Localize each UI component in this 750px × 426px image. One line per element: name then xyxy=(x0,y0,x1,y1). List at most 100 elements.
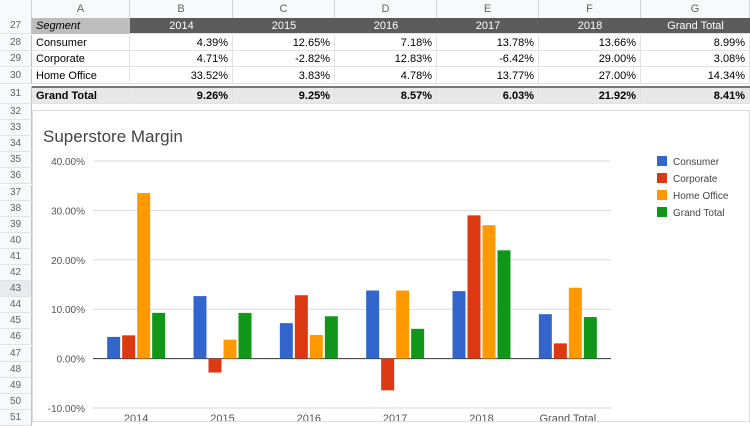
total-cell-2014[interactable]: 9.26% xyxy=(130,88,233,104)
cell-2018[interactable]: 13.66% xyxy=(539,35,641,51)
header-cell-2016[interactable]: 2016 xyxy=(373,20,399,32)
bar-corporate-2018[interactable] xyxy=(467,215,481,359)
total-cell-2015[interactable]: 9.25% xyxy=(233,88,335,104)
row-header-46[interactable]: 46 xyxy=(0,329,32,346)
row-header-42[interactable]: 42 xyxy=(0,265,32,281)
bar-corporate-grand-total[interactable] xyxy=(553,343,567,359)
cell-2016[interactable]: 7.18% xyxy=(335,35,437,51)
select-all-corner[interactable] xyxy=(0,0,32,18)
row-header-50[interactable]: 50 xyxy=(0,393,32,410)
row-header-38[interactable]: 38 xyxy=(0,200,32,217)
row-header-41[interactable]: 41 xyxy=(0,248,32,265)
row-header-31[interactable]: 31 xyxy=(0,86,32,104)
bar-corporate-2014[interactable] xyxy=(122,335,136,359)
bar-consumer-grand-total[interactable] xyxy=(538,314,552,359)
row-header-35[interactable]: 35 xyxy=(0,152,32,169)
row-header-39[interactable]: 39 xyxy=(0,216,32,233)
row-header-34[interactable]: 34 xyxy=(0,136,32,153)
cell-grand-total[interactable]: 14.34% xyxy=(641,68,750,84)
total-cell-grand-total[interactable]: 8.41% xyxy=(641,88,750,104)
cell-2014[interactable]: 4.39% xyxy=(130,35,233,51)
cell-grand-total[interactable]: 3.08% xyxy=(641,51,750,67)
cell-2018[interactable]: 27.00% xyxy=(539,68,641,84)
header-cell-2015[interactable]: 2015 xyxy=(271,20,297,32)
row-header-28[interactable]: 28 xyxy=(0,35,32,51)
row-header-47[interactable]: 47 xyxy=(0,345,32,362)
bar-grand-total-2018[interactable] xyxy=(497,250,511,359)
chart-container[interactable]: Superstore Margin 40.00% 30.00% 20.00% 10.0… xyxy=(32,110,750,425)
header-cell-2014[interactable]: 2014 xyxy=(169,20,194,32)
header-cell-2018[interactable]: 2018 xyxy=(577,20,603,32)
column-header-a[interactable]: A xyxy=(32,0,130,18)
bar-home-office-2014[interactable] xyxy=(137,193,151,359)
y-tick-label: 20.00% xyxy=(51,256,85,267)
bar-grand-total-2017[interactable] xyxy=(411,328,425,359)
column-header-g[interactable]: G xyxy=(641,0,750,18)
column-header-c[interactable]: C xyxy=(233,0,335,18)
legend-entry[interactable]: Home Office xyxy=(673,191,729,202)
cell-2015[interactable]: 3.83% xyxy=(233,68,335,84)
legend-entry[interactable]: Corporate xyxy=(673,174,718,185)
row-header-36[interactable]: 36 xyxy=(0,168,32,185)
cell-2018[interactable]: 29.00% xyxy=(539,51,641,67)
cell-2015[interactable]: 12.65% xyxy=(233,35,335,51)
cell-2017[interactable]: 13.78% xyxy=(437,35,539,51)
row-header-44[interactable]: 44 xyxy=(0,297,32,314)
cell-grand-total[interactable]: 8.99% xyxy=(641,35,750,51)
cell-2015[interactable]: -2.82% xyxy=(233,51,335,67)
cell-segment[interactable]: Consumer xyxy=(32,35,130,51)
total-cell-label[interactable]: Grand Total xyxy=(32,88,130,104)
bar-grand-total-grand-total[interactable] xyxy=(583,317,597,359)
total-cell-2017[interactable]: 6.03% xyxy=(437,88,539,104)
cell-2014[interactable]: 33.52% xyxy=(130,68,233,84)
bar-consumer-2015[interactable] xyxy=(193,296,207,359)
bar-consumer-2017[interactable] xyxy=(366,290,380,359)
row-header-43[interactable]: 43 xyxy=(0,281,32,298)
cell-2017[interactable]: 13.77% xyxy=(437,68,539,84)
cell-2014[interactable]: 4.71% xyxy=(130,51,233,67)
legend-entry[interactable]: Grand Total xyxy=(673,208,725,219)
row-header-33[interactable]: 33 xyxy=(0,120,32,137)
cell-2016[interactable]: 4.78% xyxy=(335,68,437,84)
cell-segment[interactable]: Home Office xyxy=(32,68,130,84)
total-cell-2016[interactable]: 8.57% xyxy=(335,88,437,104)
column-header-f[interactable]: F xyxy=(539,0,641,18)
bar-consumer-2014[interactable] xyxy=(107,336,121,359)
row-header-37[interactable]: 37 xyxy=(0,184,32,201)
header-cell-segment[interactable]: Segment xyxy=(32,18,130,34)
bar-home-office-2018[interactable] xyxy=(482,225,496,359)
bar-consumer-2018[interactable] xyxy=(452,291,466,359)
total-cell-2018[interactable]: 21.92% xyxy=(539,88,641,104)
row-header-51[interactable]: 51 xyxy=(0,409,32,426)
bar-home-office-grand-total[interactable] xyxy=(568,287,582,359)
cell-2017[interactable]: -6.42% xyxy=(437,51,539,67)
bar-home-office-2015[interactable] xyxy=(223,339,237,359)
bar-corporate-2015[interactable] xyxy=(208,358,222,373)
row-header-49[interactable]: 49 xyxy=(0,377,32,394)
legend-entry[interactable]: Consumer xyxy=(673,157,720,168)
bar-grand-total-2016[interactable] xyxy=(324,316,338,359)
row-header-40[interactable]: 40 xyxy=(0,232,32,249)
bar-grand-total-2015[interactable] xyxy=(238,312,252,359)
row-header-29[interactable]: 29 xyxy=(0,51,32,67)
header-cell-2017[interactable]: 2017 xyxy=(475,20,501,32)
row-header-48[interactable]: 48 xyxy=(0,361,32,378)
header-cell-grand-total[interactable]: Grand Total xyxy=(667,20,724,32)
row-header-32[interactable]: 32 xyxy=(0,104,32,120)
bar-consumer-2016[interactable] xyxy=(279,323,293,359)
row-header-45[interactable]: 45 xyxy=(0,313,32,330)
bar-grand-total-2014[interactable] xyxy=(152,312,166,359)
table-row: Home Office 33.52% 3.83% 4.78% 13.77% 27.00% 1… xyxy=(32,68,750,84)
bar-corporate-2016[interactable] xyxy=(294,295,308,359)
column-header-b[interactable]: B xyxy=(130,0,233,18)
bar-corporate-2017[interactable] xyxy=(381,358,395,391)
cell-segment[interactable]: Corporate xyxy=(32,51,130,67)
y-tick-label: 30.00% xyxy=(51,206,85,217)
row-header-30[interactable]: 30 xyxy=(0,68,32,84)
column-header-d[interactable]: D xyxy=(335,0,437,18)
bar-home-office-2017[interactable] xyxy=(396,290,410,359)
bar-home-office-2016[interactable] xyxy=(309,334,323,359)
column-header-e[interactable]: E xyxy=(437,0,539,18)
row-header-27[interactable]: 27 xyxy=(0,18,32,34)
cell-2016[interactable]: 12.83% xyxy=(335,51,437,67)
